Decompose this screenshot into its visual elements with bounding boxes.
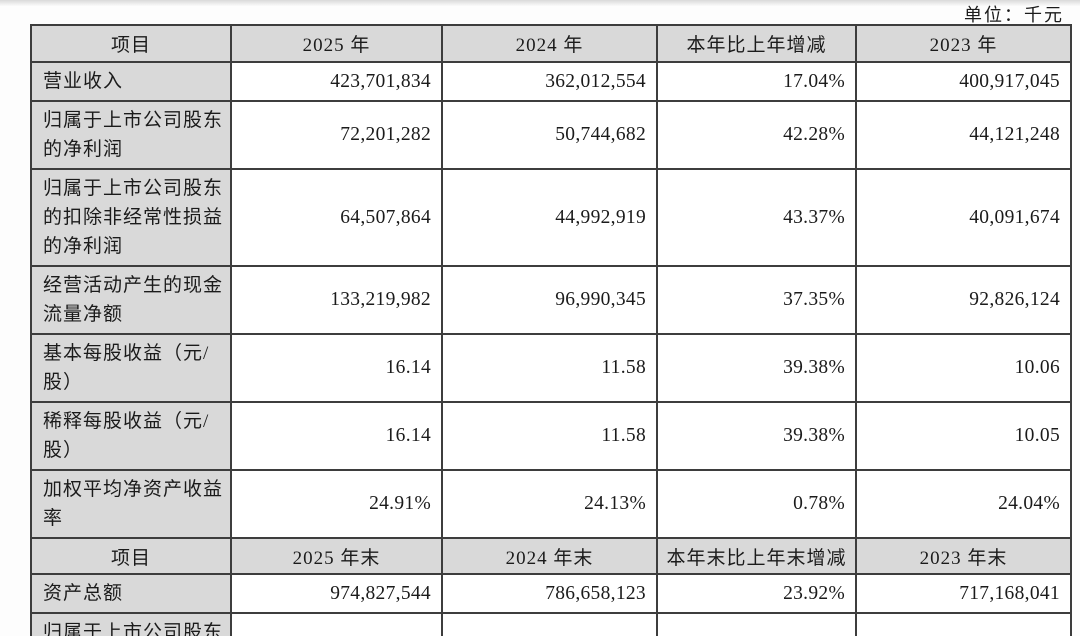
- column-header: 2023 年末: [855, 537, 1072, 575]
- financial-summary-table-body: 项目 2025 年 2024 年本年比上年增减 2023 年营业收入 423,701,8…: [30, 24, 1072, 636]
- column-header-item: 项目: [30, 537, 232, 575]
- financial-summary-table: 项目 2025 年 2024 年本年比上年增减 2023 年营业收入 423,701,8…: [30, 24, 1072, 636]
- cell-value: 11.58: [441, 401, 658, 471]
- page-top-edge: [0, 0, 1080, 6]
- column-header: 2023 年: [855, 24, 1072, 63]
- row-label: 基本每股收益（元/ 股）: [30, 333, 232, 403]
- column-header: 2025 年: [230, 24, 443, 63]
- cell-value: 974,827,544: [230, 573, 443, 614]
- row-label: 归属于上市公司股东 的净利润: [30, 100, 232, 170]
- table-row: 经营活动产生的现金 流量净额 133,219,982 96,990,345 37.35…: [30, 265, 1072, 335]
- cell-value: 64,507,864: [230, 168, 443, 267]
- cell-value: 10.05: [855, 401, 1072, 471]
- table-header-row: 项目 2025 年 2024 年本年比上年增减 2023 年: [30, 24, 1072, 63]
- cell-value: 717,168,041: [855, 573, 1072, 614]
- table-row: 加权平均净资产收益 率 24.91% 24.13% 0.78% 24.04%: [30, 469, 1072, 539]
- cell-value: 362,012,554: [441, 61, 658, 102]
- row-label: 加权平均净资产收益 率: [30, 469, 232, 539]
- cell-value: 37.35%: [656, 265, 857, 335]
- row-label: 归属于上市公司股东 的净资产: [30, 612, 232, 636]
- row-label: 营业收入: [30, 61, 232, 102]
- cell-value: 24.91%: [230, 469, 443, 539]
- table-row: 归属于上市公司股东 的净资产337,107,747246,930,03336.5…: [30, 612, 1072, 636]
- column-header: 2024 年末: [441, 537, 658, 575]
- cell-value: 0.78%: [656, 469, 857, 539]
- table-row: 归属于上市公司股东 的净利润 72,201,282 50,744,682 42.28%…: [30, 100, 1072, 170]
- cell-value: 39.38%: [656, 333, 857, 403]
- cell-value: 24.04%: [855, 469, 1072, 539]
- cell-value: 92,826,124: [855, 265, 1072, 335]
- cell-value: 44,121,248: [855, 100, 1072, 170]
- cell-value: 96,990,345: [441, 265, 658, 335]
- cell-value: 42.28%: [656, 100, 857, 170]
- table-row: 稀释每股收益（元/ 股） 16.14 11.58 39.38% 10.05: [30, 401, 1072, 471]
- cell-value: 17.04%: [656, 61, 857, 102]
- cell-value: 24.13%: [441, 469, 658, 539]
- column-header-item: 项目: [30, 24, 232, 63]
- column-header: 2024 年: [441, 24, 658, 63]
- cell-value: 23.92%: [656, 573, 857, 614]
- cell-value: 133,219,982: [230, 265, 443, 335]
- table-row: 资产总额 974,827,544 786,658,123 23.92% 717,168,…: [30, 573, 1072, 614]
- cell-value: 72,201,282: [230, 100, 443, 170]
- cell-value: 11.58: [441, 333, 658, 403]
- table-row: 基本每股收益（元/ 股） 16.14 11.58 39.38% 10.06: [30, 333, 1072, 403]
- table-row: 营业收入 423,701,834 362,012,554 17.04% 400,917,…: [30, 61, 1072, 102]
- table-header-row: 项目 2025 年末 2024 年末 本年末比上年末增减 2023 年末: [30, 537, 1072, 575]
- cell-value: 39.38%: [656, 401, 857, 471]
- cell-value: 36.52%: [656, 612, 857, 636]
- cell-value: 197,708,052: [855, 612, 1072, 636]
- row-label: 资产总额: [30, 573, 232, 614]
- cell-value: 40,091,674: [855, 168, 1072, 267]
- unit-note: 单位：千元: [964, 5, 1064, 25]
- row-label: 归属于上市公司股东 的扣除非经常性损益 的净利润: [30, 168, 232, 267]
- cell-value: 44,992,919: [441, 168, 658, 267]
- table-row: 归属于上市公司股东 的扣除非经常性损益 的净利润 64,507,864 44,992…: [30, 168, 1072, 267]
- cell-value: 43.37%: [656, 168, 857, 267]
- cell-value: 337,107,747: [230, 612, 443, 636]
- cell-value: 400,917,045: [855, 61, 1072, 102]
- cell-value: 246,930,033: [441, 612, 658, 636]
- cell-value: 16.14: [230, 401, 443, 471]
- cell-value: 10.06: [855, 333, 1072, 403]
- column-header: 2025 年末: [230, 537, 443, 575]
- row-label: 稀释每股收益（元/ 股）: [30, 401, 232, 471]
- cell-value: 423,701,834: [230, 61, 443, 102]
- cell-value: 50,744,682: [441, 100, 658, 170]
- cell-value: 786,658,123: [441, 573, 658, 614]
- cell-value: 16.14: [230, 333, 443, 403]
- row-label: 经营活动产生的现金 流量净额: [30, 265, 232, 335]
- column-header: 本年末比上年末增减: [656, 537, 857, 575]
- column-header: 本年比上年增减: [656, 24, 857, 63]
